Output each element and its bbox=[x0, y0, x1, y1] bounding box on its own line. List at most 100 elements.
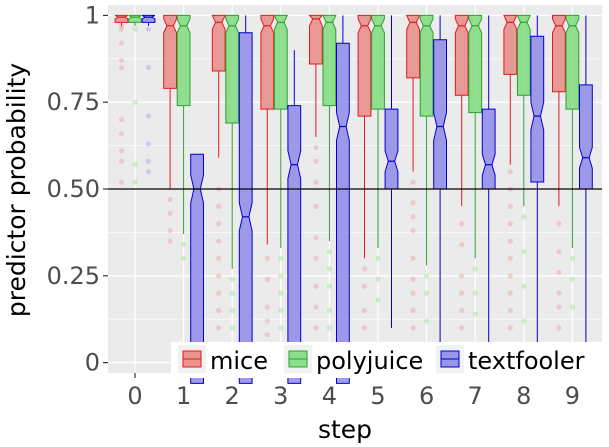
x-tick-label: 0 bbox=[127, 382, 142, 410]
mice-outlier-point bbox=[313, 255, 319, 262]
polyjuice-outlier-point bbox=[278, 307, 284, 314]
polyjuice-outlier-point bbox=[569, 276, 576, 282]
polyjuice-box-step-0 bbox=[128, 14, 142, 23]
polyjuice-box-step-4 bbox=[322, 14, 337, 107]
mice-outlier-point bbox=[410, 290, 416, 296]
mice-outlier-point bbox=[264, 318, 270, 324]
polyjuice-outlier-point bbox=[181, 241, 187, 248]
textfooler-outlier-point bbox=[145, 26, 152, 32]
mice-outlier-point bbox=[118, 158, 125, 164]
polyjuice-outlier-point bbox=[229, 307, 235, 314]
polyjuice-outlier-point bbox=[278, 290, 284, 296]
mice-outlier-point bbox=[216, 273, 222, 279]
mice-box-step-1 bbox=[163, 14, 177, 89]
mice-box-step-6 bbox=[405, 14, 421, 79]
mice-outlier-point bbox=[118, 40, 125, 46]
mice-outlier-point bbox=[118, 57, 125, 64]
polyjuice-outlier-point bbox=[521, 248, 527, 255]
mice-outlier-point bbox=[216, 238, 222, 244]
mice-outlier-point bbox=[556, 290, 562, 296]
mice-outlier-point bbox=[118, 179, 125, 185]
polyjuice-outlier-point bbox=[229, 290, 235, 296]
mice-outlier-point bbox=[410, 307, 416, 314]
textfooler-box-step-1 bbox=[190, 153, 204, 384]
polyjuice-box-step-3 bbox=[273, 14, 288, 110]
textfooler-box-step-9 bbox=[579, 84, 593, 190]
mice-outlier-point bbox=[459, 307, 465, 314]
y-tick-label: 0.50 bbox=[47, 175, 100, 203]
mice-outlier-point bbox=[313, 283, 319, 289]
mice-box-step-2 bbox=[211, 14, 226, 72]
mice-outlier-point bbox=[216, 203, 222, 209]
mice-outlier-point bbox=[361, 307, 368, 314]
mice-outlier-point bbox=[118, 116, 125, 123]
x-tick-label: 8 bbox=[516, 382, 531, 410]
polyjuice-box-step-8 bbox=[516, 14, 531, 96]
mice-outlier-point bbox=[167, 228, 173, 234]
mice-outlier-point bbox=[313, 325, 319, 331]
x-axis-title: step bbox=[318, 415, 372, 444]
mice-box-step-4 bbox=[308, 14, 324, 65]
mice-box-step-0 bbox=[114, 14, 129, 23]
x-axis-ticks: 0 1 2 3 4 5 6 7 8 9 bbox=[127, 373, 580, 410]
x-tick-label: 9 bbox=[565, 382, 580, 410]
polyjuice-outlier-point bbox=[132, 162, 138, 168]
x-tick-label: 5 bbox=[370, 382, 385, 410]
x-tick-label: 6 bbox=[419, 382, 434, 410]
textfooler-box-step-4 bbox=[336, 42, 350, 384]
polyjuice-outlier-point bbox=[278, 273, 284, 279]
mice-outlier-point bbox=[410, 179, 416, 185]
polyjuice-box-step-2 bbox=[225, 14, 240, 124]
mice-outlier-point bbox=[264, 304, 270, 310]
mice-outlier-point bbox=[167, 238, 173, 244]
mice-outlier-point bbox=[410, 325, 416, 331]
mice-outlier-point bbox=[313, 144, 319, 150]
textfooler-box-step-3 bbox=[287, 105, 302, 384]
mice-outlier-point bbox=[507, 203, 513, 209]
textfooler-box-step-6 bbox=[433, 39, 447, 190]
textfooler-box-step-5 bbox=[384, 108, 399, 190]
polyjuice-outlier-point bbox=[569, 304, 576, 310]
mice-outlier-point bbox=[410, 228, 416, 234]
mice-outlier-point bbox=[118, 26, 125, 32]
mice-outlier-point bbox=[410, 276, 416, 282]
mice-outlier-point bbox=[216, 307, 222, 314]
y-axis-title: predictor probability bbox=[2, 63, 31, 317]
polyjuice-outlier-point bbox=[278, 325, 284, 331]
y-axis-ticks: 0 0.25 0.50 0.75 1 bbox=[47, 1, 108, 377]
mice-outlier-point bbox=[507, 255, 513, 262]
mice-outlier-point bbox=[507, 307, 513, 314]
y-tick-label: 0.25 bbox=[47, 262, 100, 290]
mice-outlier-point bbox=[507, 221, 513, 227]
box-group bbox=[114, 14, 593, 384]
mice-outlier-point bbox=[216, 325, 222, 331]
polyjuice-outlier-point bbox=[132, 179, 138, 185]
legend-label-polyjuice: polyjuice bbox=[316, 347, 423, 375]
mice-outlier-point bbox=[264, 255, 270, 262]
textfooler-outlier-point bbox=[145, 113, 152, 119]
x-tick-label: 7 bbox=[468, 382, 483, 410]
mice-box-step-8 bbox=[503, 14, 518, 75]
mice-outlier-point bbox=[361, 283, 368, 289]
textfooler-box-step-2 bbox=[238, 32, 253, 384]
polyjuice-outlier-point bbox=[375, 297, 381, 303]
polyjuice-outlier-point bbox=[472, 311, 478, 317]
mice-outlier-point bbox=[507, 290, 513, 296]
mice-outlier-point bbox=[216, 221, 222, 227]
mice-outlier-point bbox=[507, 238, 513, 244]
polyjuice-outlier-point bbox=[326, 283, 332, 289]
mice-box-step-7 bbox=[454, 14, 469, 96]
polyjuice-outlier-point bbox=[326, 325, 332, 331]
polyjuice-outlier-point bbox=[132, 26, 138, 32]
polyjuice-outlier-point bbox=[472, 290, 478, 296]
mice-outlier-point bbox=[361, 325, 368, 331]
mice-outlier-point bbox=[556, 269, 562, 275]
outlier-points bbox=[118, 23, 589, 359]
mice-outlier-point bbox=[459, 273, 465, 279]
mice-outlier-point bbox=[556, 304, 562, 310]
mice-outlier-point bbox=[118, 130, 125, 137]
polyjuice-outlier-point bbox=[132, 99, 138, 105]
mice-outlier-point bbox=[410, 200, 416, 206]
mice-outlier-point bbox=[361, 266, 368, 272]
